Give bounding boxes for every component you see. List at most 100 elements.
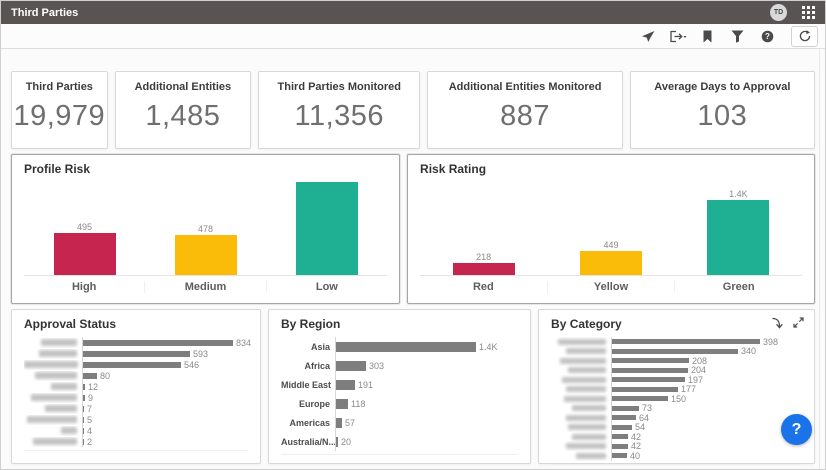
bar[interactable]	[336, 360, 366, 371]
bar[interactable]	[336, 417, 342, 428]
kpi-average-days-to-approval[interactable]: Average Days to Approval 103	[629, 71, 815, 149]
help-icon[interactable]: ?	[756, 26, 779, 46]
bar[interactable]	[83, 372, 97, 379]
bar[interactable]	[612, 358, 690, 364]
bar-row[interactable]: Europe 118	[281, 394, 518, 413]
bar[interactable]	[83, 350, 190, 357]
plot-area[interactable]: 218 449 1.4K	[420, 178, 802, 276]
plot-area[interactable]: Asia 1.4K Africa 303 Middle East 191 Europe 118…	[281, 337, 519, 455]
bar[interactable]	[83, 339, 233, 346]
bar[interactable]	[336, 436, 338, 447]
bar[interactable]	[612, 405, 640, 411]
bar[interactable]	[452, 263, 515, 275]
bar[interactable]	[612, 339, 761, 345]
chart-risk-rating[interactable]: Risk Rating 218 449 1.4K Red Yellow Green	[407, 154, 815, 304]
bar-row[interactable]: Africa 303	[281, 356, 518, 375]
bar[interactable]	[612, 453, 628, 459]
bar-value-label: 57	[345, 417, 356, 428]
bar-column[interactable]: 495	[24, 222, 145, 275]
export-icon[interactable]	[666, 26, 689, 46]
bar-row[interactable]: 42	[551, 432, 802, 442]
chart-approval-status[interactable]: Approval Status 834 593 546 80 12 9 7 5 4 2	[11, 309, 261, 464]
drill-icon[interactable]	[771, 317, 783, 329]
category-label-redacted	[551, 441, 611, 451]
bar-row[interactable]: 340	[551, 346, 802, 356]
bar-row[interactable]: Australia/N... 20	[281, 432, 518, 451]
bar[interactable]	[612, 386, 679, 392]
bar[interactable]	[336, 379, 355, 390]
bar-column[interactable]: 218	[420, 252, 547, 275]
bar[interactable]	[580, 251, 643, 275]
bar[interactable]	[612, 396, 669, 402]
bar[interactable]	[612, 443, 629, 449]
refresh-icon[interactable]	[791, 25, 818, 47]
maximize-icon[interactable]	[793, 317, 804, 329]
apps-grid-icon[interactable]	[802, 6, 815, 19]
bar-row[interactable]: 2	[24, 436, 248, 447]
kpi-label: Additional Entities	[134, 81, 232, 93]
bar-row[interactable]: 54	[551, 422, 802, 432]
kpi-third-parties-monitored[interactable]: Third Parties Monitored 11,356	[258, 71, 421, 149]
bar-row[interactable]: 197	[551, 375, 802, 385]
bar-row[interactable]: 9	[24, 392, 248, 403]
bar-column[interactable]: 449	[547, 240, 674, 275]
bar[interactable]	[83, 427, 84, 434]
bar-row[interactable]: 4	[24, 425, 248, 436]
bar-row[interactable]: 204	[551, 365, 802, 375]
kpi-additional-entities-monitored[interactable]: Additional Entities Monitored 887	[427, 71, 623, 149]
bar[interactable]	[612, 424, 633, 430]
bar-row[interactable]: 834	[24, 337, 251, 348]
bar-row[interactable]: 150	[551, 394, 802, 404]
bar-column[interactable]	[266, 182, 387, 275]
bar-row[interactable]: 7	[24, 403, 248, 414]
bar[interactable]	[612, 377, 686, 383]
bar-row[interactable]: 42	[551, 441, 802, 451]
plot-area[interactable]: 398 340 208 204 197 177 150 73 64 54 42 42 40	[551, 337, 802, 465]
bar[interactable]	[83, 405, 84, 412]
bar-row[interactable]: 398	[551, 337, 802, 347]
bar-row[interactable]: Asia 1.4K	[281, 337, 518, 356]
bar[interactable]	[83, 361, 181, 368]
bar-row[interactable]: 40	[551, 451, 802, 461]
chart-by-region[interactable]: By Region Asia 1.4K Africa 303 Middle East 19…	[268, 309, 532, 464]
bar-column[interactable]: 478	[145, 224, 266, 275]
bar[interactable]	[336, 398, 348, 409]
bar-row[interactable]: 546	[24, 359, 248, 370]
bar-row[interactable]: 12	[24, 381, 248, 392]
bar[interactable]	[83, 438, 84, 445]
bar[interactable]	[612, 434, 629, 440]
bar[interactable]	[612, 367, 689, 373]
kpi-third-parties[interactable]: Third Parties 19,979	[11, 71, 108, 149]
bar-row[interactable]: 73	[551, 403, 802, 413]
bar[interactable]	[295, 182, 358, 275]
bar[interactable]	[53, 233, 116, 275]
bar-row[interactable]: Middle East 191	[281, 375, 518, 394]
bar-row[interactable]: 5	[24, 414, 248, 425]
filter-icon[interactable]	[726, 26, 749, 46]
plot-area[interactable]: 495 478	[24, 178, 388, 276]
bar[interactable]	[83, 394, 85, 401]
category-label-redacted	[24, 338, 82, 348]
bookmark-icon[interactable]	[696, 26, 719, 46]
bar[interactable]	[612, 348, 739, 354]
kpi-additional-entities[interactable]: Additional Entities 1,485	[114, 71, 252, 149]
bar[interactable]	[83, 383, 85, 390]
bar-row[interactable]: 208	[551, 356, 802, 366]
chart-profile-risk[interactable]: Profile Risk 495 478 High Medium Low	[11, 154, 401, 304]
help-fab[interactable]: ?	[781, 414, 812, 445]
bar[interactable]	[707, 200, 770, 275]
bar-row[interactable]: 593	[24, 348, 248, 359]
bar[interactable]	[612, 415, 637, 421]
bar[interactable]	[336, 341, 476, 352]
plot-area[interactable]: 834 593 546 80 12 9 7 5 4 2	[24, 337, 251, 451]
bar-row[interactable]: 64	[551, 413, 802, 423]
bar[interactable]	[174, 235, 237, 275]
share-icon[interactable]	[636, 26, 659, 46]
bar-row[interactable]: 177	[551, 384, 802, 394]
bar[interactable]	[83, 416, 84, 423]
bar-column[interactable]: 1.4K	[675, 189, 802, 275]
bar-row[interactable]: Americas 57	[281, 413, 518, 432]
chart-by-category[interactable]: By Category 398 340 208 204 197 177 150	[538, 309, 815, 465]
bar-row[interactable]: 80	[24, 370, 248, 381]
avatar[interactable]: TD	[770, 4, 787, 21]
